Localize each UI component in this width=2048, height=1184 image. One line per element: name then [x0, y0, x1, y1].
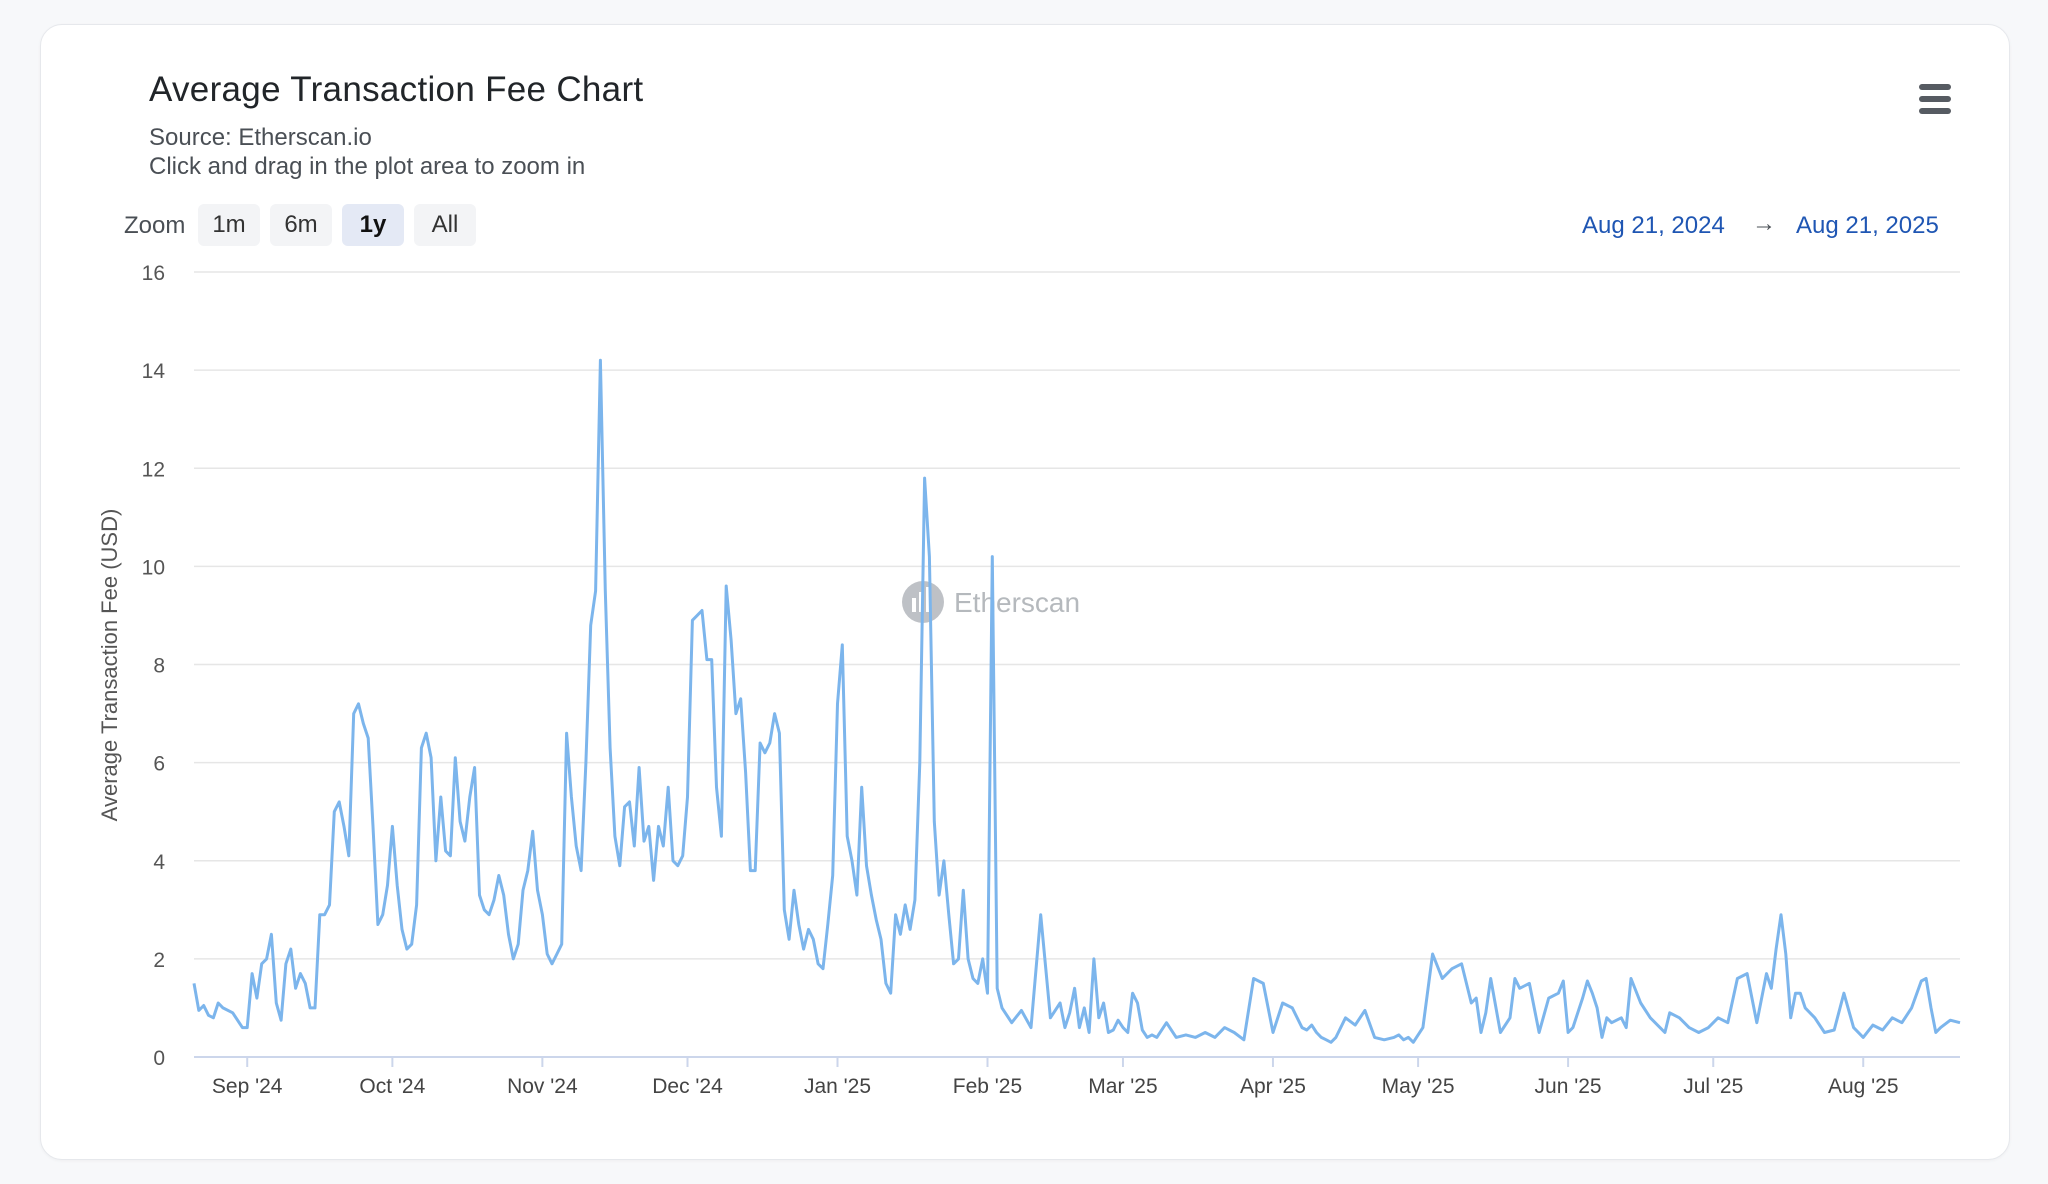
zoom-1y-button[interactable]: 1y: [342, 204, 404, 246]
x-tick-label: Jun '25: [1535, 1075, 1602, 1098]
range-from-date[interactable]: Aug 21, 2024: [1582, 212, 1725, 239]
y-tick-label: 12: [142, 458, 165, 481]
menu-bar: [1919, 96, 1951, 102]
hamburger-menu-icon[interactable]: [1916, 84, 1954, 114]
y-tick-label: 2: [153, 949, 165, 972]
x-tick-label: Nov '24: [507, 1075, 578, 1098]
menu-bar: [1919, 84, 1951, 90]
y-tick-label: 16: [142, 262, 165, 285]
x-tick-label: Feb '25: [953, 1075, 1022, 1098]
menu-bar: [1919, 108, 1951, 114]
range-arrow: →: [1752, 210, 1776, 237]
zoom-6m-button[interactable]: 6m: [270, 204, 332, 246]
logo-bar: [919, 592, 923, 612]
x-axis: Sep '24 Oct '24 Nov '24 Dec '24 Jan '25 Feb '…: [194, 1056, 1960, 1098]
chart-title: Average Transaction Fee Chart: [149, 70, 644, 109]
series-layer: [192, 358, 1961, 1044]
chart-source: Source: Etherscan.io: [149, 124, 372, 151]
y-tick-label: 0: [153, 1047, 165, 1070]
y-tick-label: 4: [153, 851, 165, 874]
y-tick-label: 10: [142, 556, 165, 579]
watermark-text: Etherscan: [954, 587, 1080, 618]
chart-zoom-hint: Click and drag in the plot area to zoom …: [149, 153, 586, 180]
x-tick-label: Jul '25: [1683, 1075, 1743, 1098]
x-tick-label: May '25: [1382, 1075, 1455, 1098]
grid-layer: [194, 271, 1960, 960]
y-axis-title: Average Transaction Fee (USD): [97, 509, 122, 822]
range-to-date[interactable]: Aug 21, 2025: [1796, 212, 1939, 239]
series-line: [192, 358, 1961, 1044]
x-tick-label: Mar '25: [1088, 1075, 1157, 1098]
zoom-1m-button[interactable]: 1m: [198, 204, 260, 246]
zoom-all-button[interactable]: All: [414, 204, 476, 246]
y-tick-label: 14: [142, 360, 166, 383]
logo-bar: [912, 598, 916, 612]
x-tick-label: Dec '24: [652, 1075, 723, 1098]
y-tick-label: 6: [153, 753, 165, 776]
zoom-label: Zoom: [124, 212, 186, 239]
x-tick-label: Apr '25: [1240, 1075, 1306, 1098]
logo-bar: [926, 587, 930, 612]
y-tick-label: 8: [153, 655, 165, 678]
x-tick-label: Oct '24: [359, 1075, 425, 1098]
x-tick-label: Sep '24: [212, 1075, 283, 1098]
x-tick-label: Jan '25: [804, 1075, 871, 1098]
x-tick-label: Aug '25: [1828, 1075, 1899, 1098]
y-axis-labels: 0 2 4 6 8 10 12 14 16: [142, 262, 166, 1070]
